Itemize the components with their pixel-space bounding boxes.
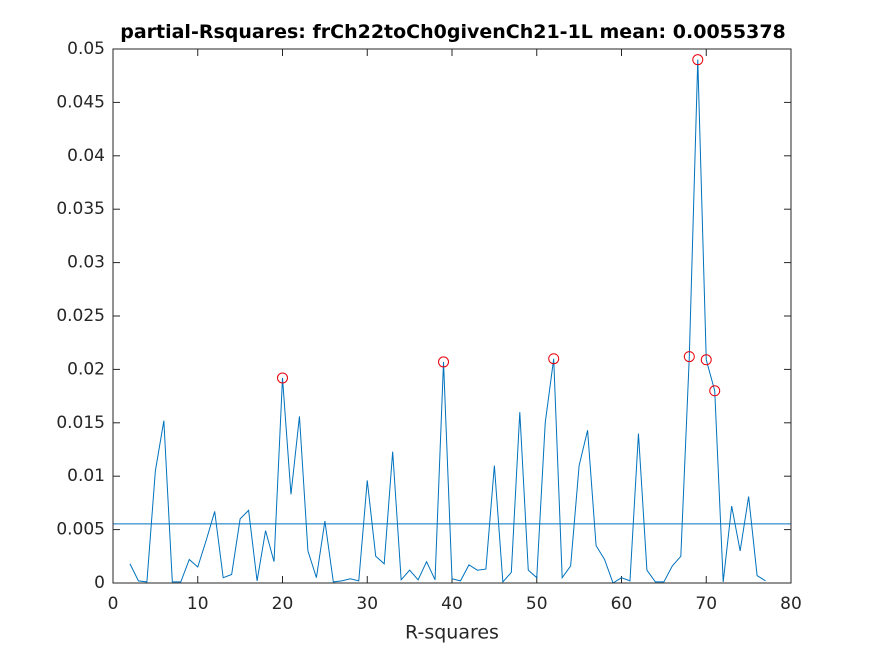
x-tick-label: 20 <box>272 594 294 614</box>
x-tick-label: 50 <box>526 594 548 614</box>
y-tick-label: 0.015 <box>56 413 105 433</box>
plot-area <box>113 49 791 583</box>
y-tick-label: 0.04 <box>67 146 105 166</box>
axes-box <box>112 48 792 584</box>
chart-title: partial-Rsquares: frCh22toCh0givenCh21-1… <box>120 21 786 43</box>
data-line <box>129 59 766 584</box>
peak-marker <box>548 353 560 365</box>
y-tick-label: 0.005 <box>56 520 105 540</box>
y-tick-label: 0.05 <box>67 39 105 59</box>
x-tick-label: 80 <box>780 594 802 614</box>
peak-marker <box>277 372 288 384</box>
title-text: partial-Rsquares: frCh22toCh0givenCh21-1… <box>120 21 666 43</box>
y-tick-label: 0 <box>94 573 105 593</box>
x-tick-label: 70 <box>695 594 717 614</box>
x-tick-label: 60 <box>611 594 633 614</box>
y-tick-label: 0.01 <box>67 466 105 486</box>
y-tick-label: 0.025 <box>56 306 105 326</box>
y-tick-label: 0.035 <box>56 199 105 219</box>
y-tick-label: 0.045 <box>56 92 105 112</box>
peak-marker <box>692 54 704 66</box>
peak-marker <box>683 351 695 363</box>
peak-marker <box>438 356 450 368</box>
x-tick-label: 40 <box>441 594 463 614</box>
y-tick-label: 0.03 <box>67 253 105 273</box>
peak-marker <box>700 354 712 366</box>
x-tick-label: 0 <box>108 594 119 614</box>
y-tick-label: 0.02 <box>67 359 105 379</box>
title-mean: 0.0055378 <box>673 21 786 43</box>
x-tick-label: 30 <box>356 594 378 614</box>
peak-marker <box>709 385 721 397</box>
x-tick-label: 10 <box>187 594 209 614</box>
x-axis-label: R-squares <box>405 622 499 644</box>
